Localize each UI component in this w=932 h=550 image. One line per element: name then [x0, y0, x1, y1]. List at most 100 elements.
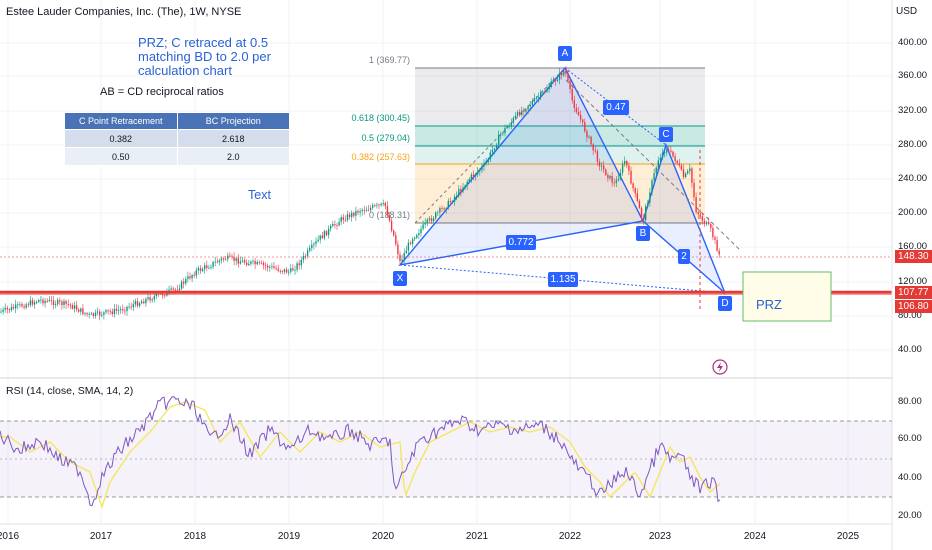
prz-box[interactable]	[742, 271, 832, 322]
candle-body	[243, 260, 246, 263]
candle-body	[708, 222, 710, 225]
price-tick-label: 360.00	[898, 70, 928, 81]
candle-body	[346, 214, 349, 221]
candle-body	[571, 88, 573, 101]
candle-body	[336, 224, 338, 226]
candle-body	[439, 208, 441, 213]
price-tick-label: 240.00	[898, 173, 928, 184]
candle-body	[506, 126, 508, 128]
candle-body	[31, 300, 34, 305]
ratio-heading[interactable]: AB = CD reciprocal ratios	[100, 86, 224, 98]
candle-body	[430, 218, 433, 222]
ratio-badge-cd[interactable]: 2	[678, 249, 690, 264]
pattern-point-c[interactable]: C	[659, 127, 673, 142]
candle-body	[256, 261, 258, 265]
candle-body	[193, 275, 195, 276]
candle-body	[353, 212, 355, 216]
candle-body	[288, 271, 290, 273]
candle-body	[676, 160, 678, 164]
candle-body	[180, 281, 183, 289]
candle-body	[535, 97, 538, 99]
candle-body	[141, 301, 143, 304]
fib-label-1: 1 (369.77)	[369, 55, 410, 65]
pattern-point-a[interactable]: A	[558, 46, 572, 61]
candle-body	[313, 243, 315, 245]
text-annotation[interactable]: Text	[248, 188, 271, 202]
candle-body	[145, 298, 147, 304]
candle-body	[122, 309, 124, 311]
level-badge-1: 107.77	[895, 286, 932, 299]
time-tick-label: 2023	[648, 531, 672, 542]
candle-body	[710, 224, 712, 228]
candle-body	[237, 258, 239, 264]
pattern-point-b[interactable]: B	[636, 226, 650, 241]
candle-body	[327, 228, 330, 236]
candle-body	[548, 87, 550, 90]
candle-body	[46, 300, 48, 302]
price-tick-label: 80.00	[898, 310, 922, 321]
candle-body	[565, 70, 567, 74]
candle-body	[716, 239, 718, 251]
candle-body	[296, 263, 298, 270]
candle-body	[470, 174, 473, 180]
candle-body	[306, 250, 309, 256]
currency-label[interactable]: USD	[896, 6, 918, 17]
candle-body	[573, 100, 575, 108]
pattern-note[interactable]: PRZ; C retraced at 0.5 matching BD to 2.…	[138, 35, 271, 78]
candle-body	[636, 193, 638, 201]
candle-body	[500, 133, 502, 135]
candle-body	[166, 290, 168, 296]
candle-body	[212, 262, 214, 267]
candle-body	[527, 106, 529, 110]
candle-body	[432, 218, 435, 222]
candle-body	[382, 202, 384, 204]
ratio-badge-xb[interactable]: 0.772	[506, 235, 536, 250]
pattern-point-d[interactable]: D	[718, 296, 732, 311]
ratio-table-header: BC Projection	[176, 112, 290, 130]
candle-body	[372, 205, 374, 208]
candle-body	[94, 312, 97, 317]
candle-body	[453, 196, 456, 202]
candle-body	[174, 289, 176, 291]
candle-body	[691, 168, 693, 183]
candle-body	[262, 262, 265, 266]
candle-body	[531, 101, 533, 105]
candle-body	[338, 221, 340, 226]
candle-body	[48, 299, 50, 301]
candle-body	[607, 174, 609, 179]
candle-body	[229, 255, 231, 257]
candle-body	[214, 261, 216, 263]
candle-body	[365, 209, 368, 211]
candle-body	[680, 165, 683, 170]
candle-body	[594, 150, 596, 152]
candle-body	[12, 306, 15, 309]
ratio-badge-xd[interactable]: 1.135	[548, 272, 578, 287]
candle-body	[640, 208, 643, 218]
price-tick-label: 160.00	[898, 241, 928, 252]
ratio-badge-ac[interactable]: 0.47	[603, 100, 629, 115]
candle-body	[462, 187, 464, 192]
ratio-table[interactable]: C Point Retracement BC Projection 0.382 …	[64, 112, 290, 166]
candle-body	[176, 289, 179, 291]
candle-body	[655, 167, 657, 174]
candle-body	[384, 202, 386, 207]
time-tick-label: 2017	[89, 531, 113, 542]
pattern-point-x[interactable]: X	[393, 271, 407, 286]
harmonic-pattern[interactable]	[398, 66, 741, 312]
candle-body	[378, 204, 380, 206]
rsi-title[interactable]: RSI (14, close, SMA, 14, 2)	[6, 385, 134, 397]
candle-body	[626, 161, 628, 166]
candle-body	[567, 73, 569, 81]
fib-retracement[interactable]: 1 (369.77) 0.618 (300.45) 0.5 (279.04) 0…	[351, 55, 705, 224]
candle-body	[687, 171, 689, 174]
lightning-icon[interactable]	[712, 359, 728, 375]
candle-body	[420, 228, 422, 234]
candle-body	[201, 269, 204, 271]
candle-body	[670, 150, 672, 152]
candle-body	[684, 173, 687, 178]
prz-label[interactable]: PRZ	[756, 297, 782, 312]
candle-body	[151, 299, 153, 301]
candle-body	[216, 261, 218, 263]
candle-body	[271, 266, 273, 267]
